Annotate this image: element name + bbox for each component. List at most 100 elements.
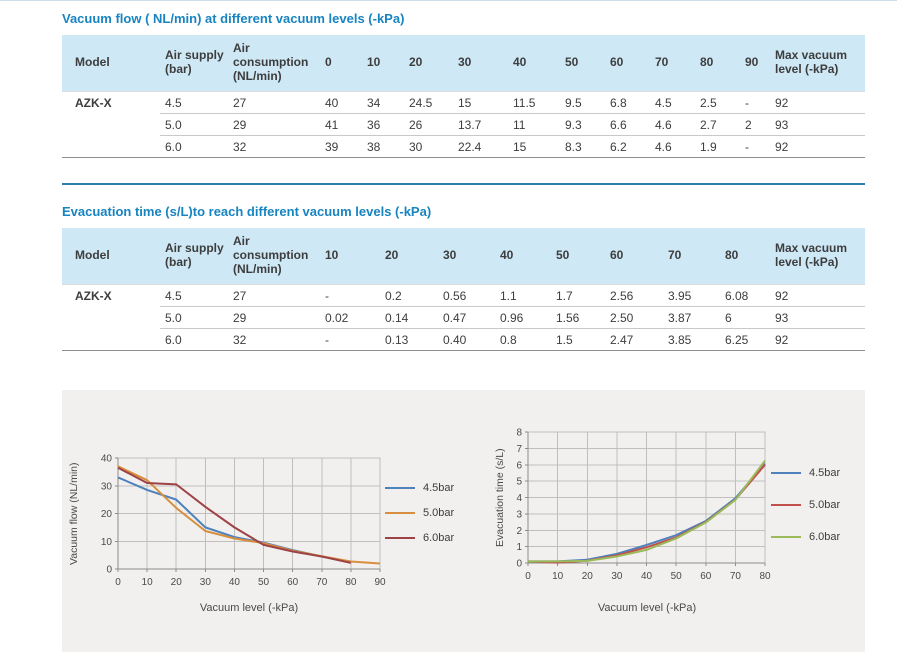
data-cell: 3.87 [663, 306, 720, 329]
data-cell: 27 [228, 284, 320, 307]
data-cell: 15 [453, 91, 508, 114]
vacuum-flow-chart: 0 10 20 30 40 50 60 70 80 90 0 10 20 30 40 [101, 454, 386, 589]
data-cell: 6.2 [610, 139, 627, 154]
data-cell: 6.0 [165, 332, 182, 347]
legend-line-swatch [771, 504, 801, 506]
data-cell: 6.6 [605, 113, 650, 136]
data-cell: 92 [775, 332, 789, 347]
data-cell: 92 [770, 91, 865, 114]
x-tick-label: 10 [552, 571, 564, 582]
column-header: Air supply (bar) [160, 228, 228, 285]
x-tick-label: 50 [258, 577, 270, 588]
data-cell: 3.85 [668, 332, 692, 347]
column-header: Air supply (bar) [160, 35, 228, 92]
table-row: 6.0 32 - 0.13 0.40 0.8 1.5 2.47 3.85 6.25 92 [62, 329, 865, 351]
model-cell: AZK-X [75, 96, 112, 110]
data-cell: 26 [404, 113, 453, 136]
data-cell: 0.47 [438, 306, 495, 329]
y-tick-label: 8 [516, 428, 522, 439]
data-cell: 4.5 [160, 91, 228, 114]
data-cell: 6 [720, 306, 770, 329]
data-cell: 9.3 [560, 113, 605, 136]
section-divider [62, 183, 865, 185]
table-row: 5.0 29 41 36 26 13.7 11 9.3 6.6 4.6 2.7 2 93 [62, 113, 865, 136]
data-cell: 2.7 [695, 113, 740, 136]
column-header: 10 [362, 35, 404, 92]
data-cell: 8.3 [565, 139, 582, 154]
section-title-vacuum-flow: Vacuum flow ( NL/min) at different vacuu… [62, 11, 405, 26]
column-header: Air consumption (NL/min) [228, 35, 320, 92]
data-cell: 92 [770, 284, 865, 307]
y-tick-label: 2 [516, 526, 522, 537]
column-header: 80 [720, 228, 770, 285]
data-cell: 15 [513, 139, 527, 154]
column-header: Max vacuum level (-kPa) [770, 228, 865, 285]
data-cell: 6.8 [605, 91, 650, 114]
legend-line-swatch [771, 472, 801, 474]
y-tick-label: 30 [101, 481, 113, 492]
x-tick-label: 20 [582, 571, 594, 582]
data-cell: 92 [775, 139, 789, 154]
data-cell: - [325, 332, 329, 347]
vacuum-flow-table: Model Air supply (bar) Air consumption (NL… [62, 35, 865, 158]
evacuation-time-legend: 4.5bar 5.0bar 6.0bar [771, 463, 840, 547]
data-cell: 32 [233, 139, 247, 154]
data-cell: 27 [228, 91, 320, 114]
charts-panel: Vacuum flow (NL/min) 0 10 20 30 40 50 60 70 80 90… [62, 390, 865, 652]
table-header: Model Air supply (bar) Air consumption (NL… [62, 228, 865, 285]
vacuum-flow-y-axis-label: Vacuum flow (NL/min) [68, 462, 80, 565]
x-tick-label: 20 [171, 577, 183, 588]
table-row: 5.0 29 0.02 0.14 0.47 0.96 1.56 2.50 3.87 6 93 [62, 306, 865, 329]
data-cell: 93 [770, 113, 865, 136]
y-tick-label: 7 [516, 444, 522, 455]
column-header: 40 [495, 228, 551, 285]
data-cell: 0.14 [380, 306, 438, 329]
column-header: 10 [320, 228, 380, 285]
legend-item-4.5bar: 4.5bar [385, 478, 454, 498]
y-tick-label: 6 [516, 460, 522, 471]
table-body: AZK-X 4.5 27 40 34 24.5 15 11.5 9.5 6.8 4.5 2.5-92 5… [62, 91, 865, 158]
data-cell: 11 [508, 113, 560, 136]
data-cell: 2.5 [695, 91, 740, 114]
evacuation-time-table: Model Air supply (bar) Air consumption (NL… [62, 228, 865, 351]
x-tick-label: 70 [316, 577, 328, 588]
legend-item-5.0bar: 5.0bar [385, 503, 454, 523]
data-cell: 1.56 [551, 306, 605, 329]
column-header: 50 [560, 35, 605, 92]
x-tick-label: 60 [700, 571, 712, 582]
column-header: 20 [404, 35, 453, 92]
y-tick-label: 5 [516, 477, 522, 488]
legend-item-5.0bar: 5.0bar [771, 495, 840, 515]
data-cell: 2.47 [610, 332, 634, 347]
column-header: Model [62, 228, 160, 285]
data-cell: 0.56 [438, 284, 495, 307]
x-tick-label: 90 [374, 577, 386, 588]
data-cell: 5.0 [160, 113, 228, 136]
y-tick-label: 1 [516, 542, 522, 553]
evacuation-time-x-axis-label: Vacuum level (-kPa) [597, 602, 697, 614]
data-cell: 39 [325, 139, 339, 154]
data-cell: 6.08 [720, 284, 770, 307]
data-cell: 1.1 [495, 284, 551, 307]
data-cell: 0.40 [443, 332, 467, 347]
x-tick-label: 80 [345, 577, 357, 588]
data-cell: 24.5 [404, 91, 453, 114]
data-cell: 0.2 [380, 284, 438, 307]
x-tick-label: 50 [671, 571, 683, 582]
x-tick-label: 30 [200, 577, 212, 588]
legend-line-swatch [385, 487, 415, 489]
section-title-evacuation-time: Evacuation time (s/L)to reach different … [62, 204, 432, 219]
series-line-5.0bar [117, 465, 381, 565]
column-header: 60 [605, 228, 663, 285]
table-body: AZK-X 4.5 27-0.2 0.56 1.1 1.7 2.56 3.95 6.08 92 5.… [62, 284, 865, 351]
vacuum-flow-legend: 4.5bar 5.0bar 6.0bar [385, 478, 454, 548]
data-cell: - [320, 284, 380, 307]
y-tick-label: 4 [516, 493, 522, 504]
data-cell: 5.0 [160, 306, 228, 329]
x-tick-label: 0 [115, 577, 121, 588]
table-row: AZK-X 4.5 27 40 34 24.5 15 11.5 9.5 6.8 4.5 2.5-92 [62, 91, 865, 114]
data-cell: 6.0 [165, 139, 182, 154]
data-cell: 4.5 [160, 284, 228, 307]
table-row: AZK-X 4.5 27-0.2 0.56 1.1 1.7 2.56 3.95 6.08 92 [62, 284, 865, 307]
